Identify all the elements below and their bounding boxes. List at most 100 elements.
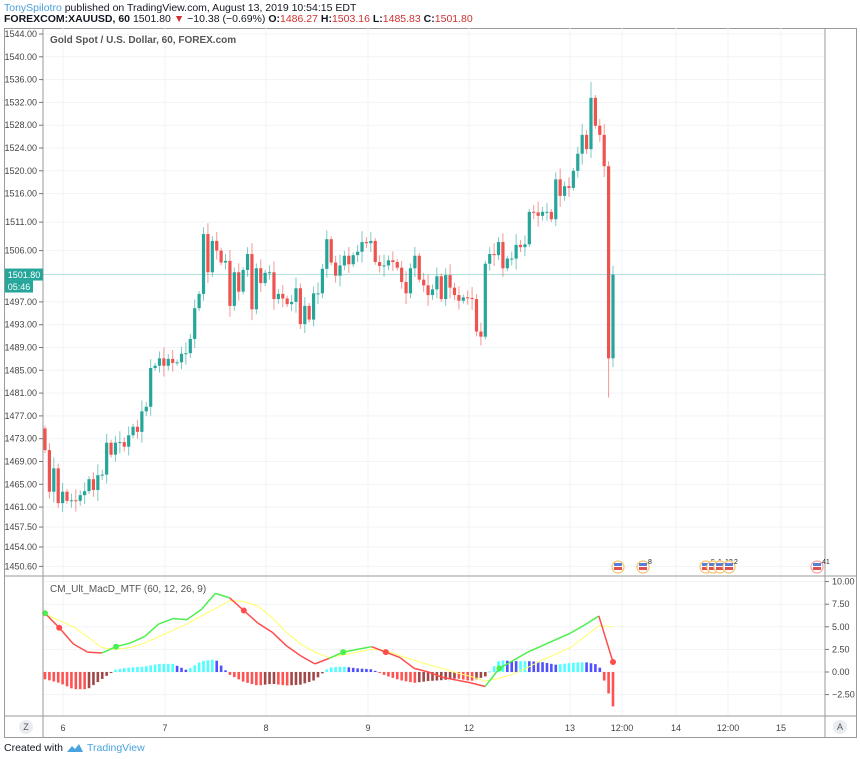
histogram-bar — [272, 672, 276, 684]
candle-body — [175, 362, 179, 364]
candle-body — [413, 255, 417, 269]
histogram-bar — [369, 669, 373, 672]
candle — [87, 476, 91, 494]
close-label: C: — [423, 13, 435, 25]
histogram-bar — [241, 672, 245, 682]
cross-dot — [240, 607, 247, 614]
candle — [215, 232, 219, 260]
histogram-bar — [563, 663, 566, 672]
candle — [307, 303, 311, 323]
histogram-bar — [321, 672, 324, 674]
candle-body — [523, 244, 527, 248]
price-tick-label: 1481.00 — [4, 388, 37, 398]
author-link[interactable]: TonySpilotro — [4, 2, 62, 14]
histogram-bar — [347, 667, 351, 672]
candle — [360, 231, 364, 263]
price-tick-label: 1493.00 — [4, 320, 37, 330]
macd-line-segment — [143, 623, 160, 638]
candle — [223, 254, 228, 270]
candle-body — [611, 274, 615, 359]
close-value: 1501.80 — [434, 13, 473, 25]
histogram-bar — [417, 672, 421, 683]
us-flag-icon[interactable]: 8 — [636, 559, 652, 574]
candle-body — [452, 287, 457, 296]
histogram-bar — [431, 672, 434, 681]
histogram-bar — [567, 663, 571, 672]
indicator-tick-label: 5.00 — [832, 622, 850, 632]
candle-body — [510, 258, 514, 260]
candle-body — [210, 240, 214, 273]
tradingview-link[interactable]: TradingView — [86, 742, 145, 754]
candle-body — [74, 500, 78, 502]
histogram-bar — [580, 662, 584, 672]
low-label: L: — [372, 13, 383, 25]
candle — [144, 401, 148, 417]
histogram-bar — [299, 672, 302, 685]
macd-line-segment — [598, 615, 614, 663]
histogram-bar — [602, 672, 606, 681]
candle — [347, 246, 351, 274]
candle-body — [188, 338, 192, 354]
histogram-bar — [74, 672, 78, 690]
candle-body — [571, 170, 575, 188]
price-tick-label: 1524.00 — [4, 143, 37, 153]
us-flag-icon[interactable]: 41 — [810, 559, 830, 574]
histogram-bar — [532, 661, 536, 672]
candle — [179, 346, 184, 370]
candle-body — [96, 475, 100, 490]
candle — [395, 259, 399, 271]
candle — [122, 437, 126, 452]
candle — [338, 254, 342, 287]
us-flag-icon[interactable]: 2 — [722, 559, 738, 574]
indicator-tick-label: 7.50 — [832, 599, 850, 609]
histogram-bar — [219, 665, 223, 672]
candle — [523, 235, 527, 257]
candle-body — [514, 244, 518, 259]
flag-canton — [614, 563, 622, 566]
histogram-bar — [550, 663, 553, 672]
histogram-bar — [470, 672, 474, 681]
candle-body — [356, 251, 360, 256]
candle-body — [448, 275, 452, 288]
histogram-bar — [122, 668, 126, 672]
histogram-bar — [83, 672, 86, 690]
candle — [576, 146, 580, 178]
flag-stripes — [813, 567, 821, 570]
candle-body — [272, 272, 276, 300]
macd-line-segment — [470, 682, 486, 688]
candle-body — [140, 411, 144, 432]
candle — [228, 250, 232, 317]
histogram-bar — [237, 672, 241, 680]
candle — [276, 289, 280, 304]
us-flag-icon[interactable] — [611, 560, 625, 574]
candle — [325, 230, 329, 278]
histogram-bar — [43, 672, 47, 680]
candle-body — [193, 308, 197, 339]
candle-body — [338, 265, 342, 276]
candle — [606, 161, 611, 398]
macd-indicator — [42, 592, 616, 707]
histogram-bar — [325, 669, 329, 672]
histogram-bar — [312, 672, 315, 681]
price-tick-label: 1485.00 — [4, 365, 37, 375]
histogram-bar — [52, 672, 56, 682]
footer: Created with TradingView — [4, 742, 145, 754]
high-label: H: — [320, 13, 332, 25]
histogram-bar — [180, 667, 183, 672]
histogram-bar — [334, 667, 337, 672]
candle-body — [263, 272, 267, 284]
publish-text: published on TradingView.com, August 13,… — [61, 2, 357, 14]
candle — [571, 167, 575, 191]
price-tick-label: 1469.00 — [4, 457, 37, 467]
timezone-button[interactable]: Z — [19, 720, 33, 734]
histogram-bar — [404, 672, 408, 682]
candle-body — [395, 262, 399, 268]
candle-body — [360, 242, 364, 252]
macd-line-segment — [399, 656, 415, 669]
candle — [153, 362, 157, 371]
candle — [589, 81, 593, 158]
histogram-bar — [343, 666, 346, 672]
auto-scale-button[interactable]: A — [833, 720, 847, 734]
flag-stripes — [716, 567, 724, 570]
